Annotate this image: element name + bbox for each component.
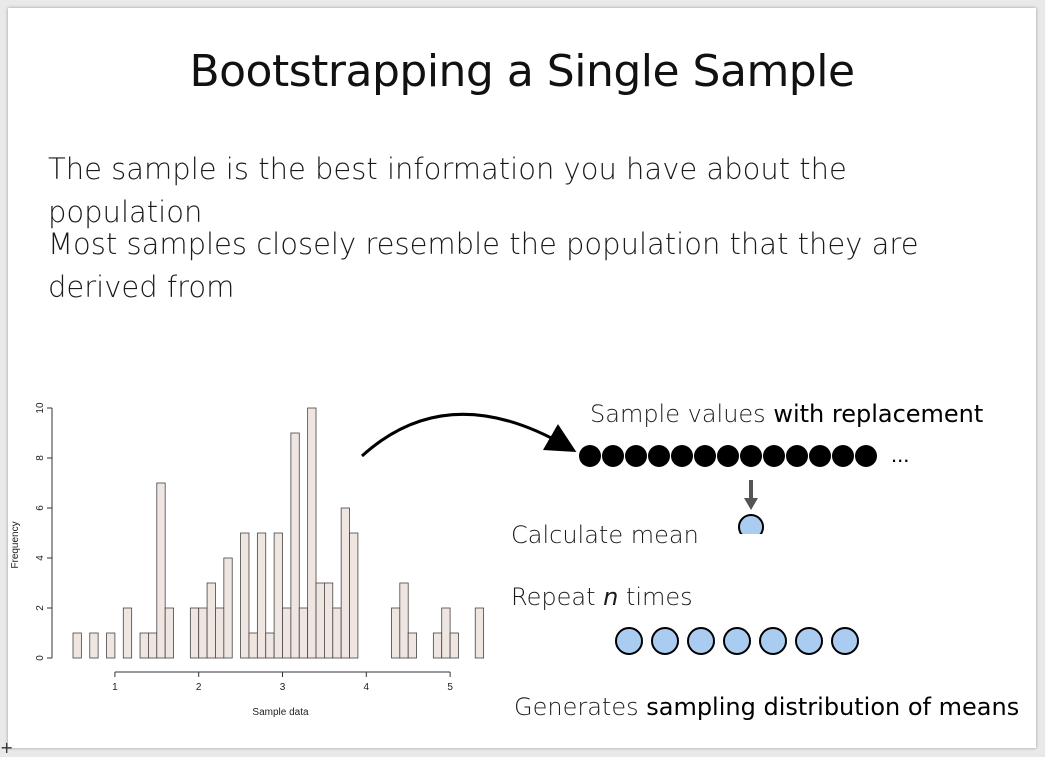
histogram-bar: [72, 632, 82, 659]
histogram-bar: [449, 632, 459, 659]
sample-dot: [579, 445, 601, 467]
mean-dot: [795, 627, 823, 655]
histogram-bar: [340, 507, 350, 659]
sample-dots-row: ...: [579, 444, 909, 534]
histogram-bar: [307, 407, 317, 659]
histogram-bar: [432, 632, 443, 659]
slide: Bootstrapping a Single Sample The sample…: [8, 8, 1036, 748]
histogram-bar: [223, 557, 233, 659]
bullet-1: The sample is the best information you h…: [48, 152, 847, 229]
sample-label-emph: with replacement: [773, 400, 984, 428]
histogram-bar: [474, 607, 485, 659]
slide-title: Bootstrapping a Single Sample: [189, 46, 855, 97]
histogram-bar: [139, 632, 149, 659]
histogram-bar: [156, 482, 166, 659]
sample-values-label: Sample values with replacement: [590, 400, 983, 428]
mean-dot: [831, 627, 859, 655]
histogram-bar: [215, 607, 225, 659]
histogram-bar: [315, 582, 325, 659]
histogram-bar: [399, 582, 409, 659]
y-tick-label: 4: [35, 555, 46, 561]
mean-dot: [651, 627, 679, 655]
sample-dot: [694, 445, 716, 467]
sample-dot: [625, 445, 647, 467]
bullet-2: Most samples closely resemble the popula…: [48, 227, 919, 304]
sample-dot: [602, 445, 624, 467]
curved-arrow-icon: [360, 412, 577, 458]
generates-emph: sampling distribution of means: [646, 693, 1020, 721]
generates-prefix: Generates: [514, 693, 647, 721]
sample-dot: [763, 445, 785, 467]
histogram-bar: [206, 582, 216, 659]
y-tick-label: 2: [35, 605, 46, 611]
x-tick-label: 2: [196, 682, 202, 693]
mean-dot: [687, 627, 715, 655]
cursor-crosshair-icon: +: [0, 738, 14, 757]
repeat-suffix: times: [618, 583, 693, 611]
mean-circle: [738, 514, 764, 534]
histogram-bar: [189, 607, 200, 659]
ellipsis: ...: [891, 444, 909, 467]
histogram-bar: [441, 607, 451, 659]
y-tick-label: 6: [35, 505, 46, 511]
histogram-bar: [323, 582, 334, 659]
repeat-label: Repeat n times: [511, 583, 693, 611]
repeat-prefix: Repeat: [511, 583, 604, 611]
histogram-bar: [198, 607, 208, 659]
x-axis-label: Sample data: [252, 707, 309, 718]
generates-label: Generates sampling distribution of means: [514, 693, 1019, 721]
histogram-bar: [89, 632, 99, 659]
histogram-bar: [282, 607, 292, 659]
sample-dot: [717, 445, 739, 467]
repeat-variable: n: [603, 583, 619, 611]
x-tick-label: 4: [364, 682, 370, 693]
calculate-mean-label: Calculate mean: [511, 521, 699, 549]
histogram-bar: [248, 632, 258, 659]
histogram-bar: [349, 532, 359, 659]
histogram-bar: [265, 632, 275, 659]
x-tick-label: 1: [112, 682, 118, 693]
mean-dot: [759, 627, 787, 655]
sample-dot: [740, 445, 762, 467]
histogram-bar: [256, 532, 267, 659]
y-tick-label: 8: [35, 455, 46, 461]
sample-dot: [648, 445, 670, 467]
mean-dots-row: [615, 627, 859, 655]
histogram-bar: [407, 632, 417, 659]
sample-dot: [671, 445, 693, 467]
y-tick-label: 0: [35, 655, 46, 661]
sample-dot: [809, 445, 831, 467]
x-tick-label: 5: [447, 682, 453, 693]
histogram-bar: [290, 432, 300, 659]
x-tick-label: 3: [280, 682, 286, 693]
sample-dot: [832, 445, 854, 467]
histogram-bar: [148, 632, 158, 659]
y-tick-label: 10: [35, 402, 46, 414]
histogram-bar: [240, 532, 250, 659]
mean-dot: [723, 627, 751, 655]
down-arrowhead-icon: [744, 498, 758, 510]
sample-dot: [786, 445, 808, 467]
sample-dot: [855, 445, 877, 467]
mean-dot: [615, 627, 643, 655]
histogram-bar: [298, 607, 309, 659]
y-axis-label: Frequency: [10, 521, 21, 568]
histogram-bar: [106, 632, 116, 659]
histogram-bar: [332, 607, 342, 659]
histogram-bar: [391, 607, 401, 659]
histogram-bar: [273, 532, 283, 659]
sample-label-prefix: Sample values: [590, 400, 774, 428]
histogram-bar: [122, 607, 133, 659]
histogram-bar: [164, 607, 174, 659]
